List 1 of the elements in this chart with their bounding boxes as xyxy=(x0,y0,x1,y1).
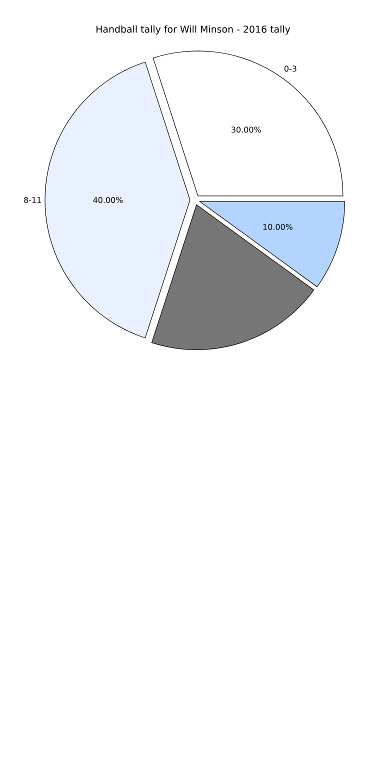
chart-title: Handball tally for Will Minson - 2016 tally xyxy=(96,25,290,35)
